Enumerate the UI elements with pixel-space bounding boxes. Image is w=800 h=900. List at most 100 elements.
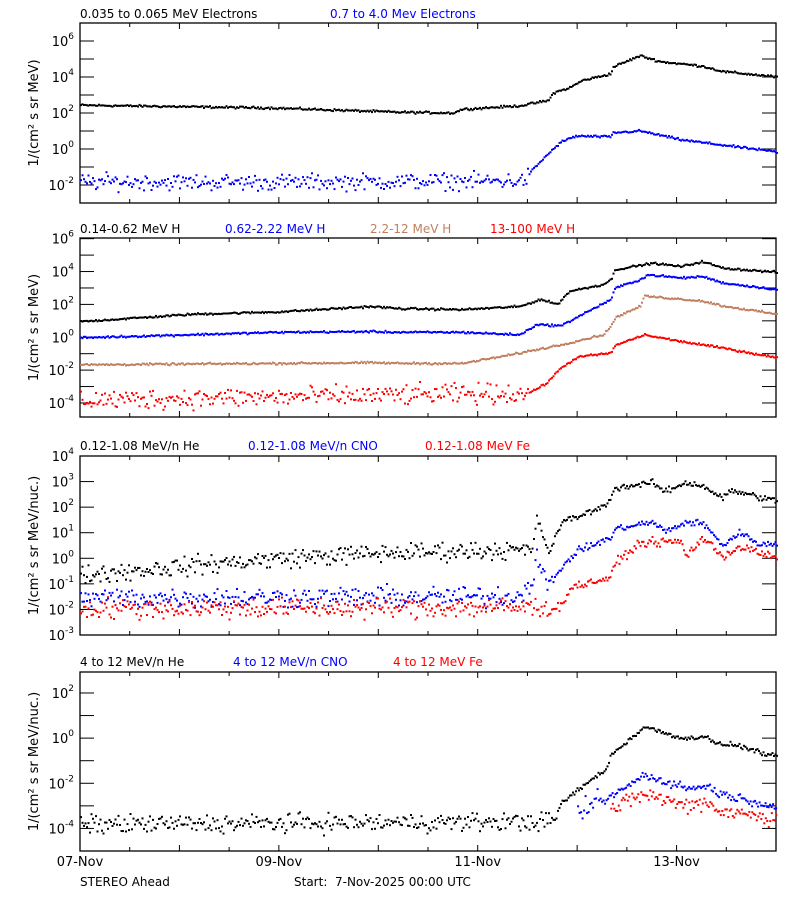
data-point [749,538,751,541]
data-point [105,319,108,322]
data-point [107,335,109,338]
data-point [732,144,735,147]
data-point [684,299,687,302]
data-point [396,546,399,549]
data-point [423,308,426,310]
data-point [434,593,436,596]
data-point [533,826,535,829]
data-point [123,104,126,107]
data-point [104,336,106,339]
legend-entry: 4 to 12 MeV/n He [80,655,184,669]
data-point [501,557,504,560]
data-point [510,599,513,602]
data-point [293,608,295,610]
data-point [521,817,523,820]
data-point [215,827,217,830]
data-point [299,106,301,109]
data-point [632,551,634,554]
data-point [144,175,147,178]
data-point [167,178,169,180]
data-point [716,265,718,268]
data-point [294,363,297,366]
data-point [311,598,313,601]
data-point [99,600,102,603]
data-point [752,74,754,77]
data-point [687,276,690,279]
data-point [212,333,214,336]
data-point [747,285,750,288]
data-point [266,610,268,613]
data-point [90,182,93,185]
data-point [351,553,354,556]
data-point [158,817,160,820]
data-point [606,74,609,77]
data-point [359,608,361,611]
data-point [260,595,262,598]
data-point [218,393,220,395]
data-point [653,778,656,780]
data-point [744,351,747,354]
data-point [479,547,481,550]
data-point [123,363,126,365]
data-point [735,745,738,748]
data-point [750,270,753,273]
data-point [141,316,144,319]
data-point [606,537,609,540]
data-point [449,112,451,115]
data-point [722,69,724,72]
data-point [264,178,267,181]
data-point [237,107,240,109]
data-point [707,262,709,265]
data-point [435,552,438,555]
data-point [212,362,214,365]
data-point [609,278,612,281]
data-point [645,482,648,485]
data-point [758,147,760,150]
data-point [710,278,712,281]
data-point [320,390,322,393]
data-point [771,288,774,291]
data-point [122,830,124,833]
data-point [576,340,579,343]
data-point [159,817,162,820]
data-point [348,362,351,364]
data-point [584,783,586,786]
data-point [435,308,438,311]
data-point [131,570,133,573]
data-point [701,523,703,526]
data-point [500,828,502,830]
data-point [702,276,705,278]
data-point [182,105,184,108]
data-point [345,825,348,828]
data-point [369,177,372,180]
data-point [609,754,612,757]
data-point [288,601,291,604]
data-point [260,362,262,365]
data-point [722,544,724,547]
data-point [258,397,261,400]
data-point [443,595,445,598]
data-point [551,376,553,379]
data-point [623,528,625,531]
data-point [654,133,657,136]
data-point [122,317,124,320]
data-point [582,78,585,81]
data-point [516,591,519,594]
data-point [651,58,654,61]
data-point [270,331,273,333]
data-point [146,317,148,319]
data-point [581,514,583,517]
data-point [258,311,261,314]
data-point [87,402,90,405]
data-point [293,331,295,333]
data-point [716,345,718,347]
data-point [471,360,474,363]
data-point [321,827,324,830]
data-point [422,111,424,114]
series-3 [80,294,778,367]
data-point [759,544,762,547]
data-point [660,296,663,298]
data-point [314,393,316,396]
data-point [698,523,700,526]
data-point [620,342,622,345]
